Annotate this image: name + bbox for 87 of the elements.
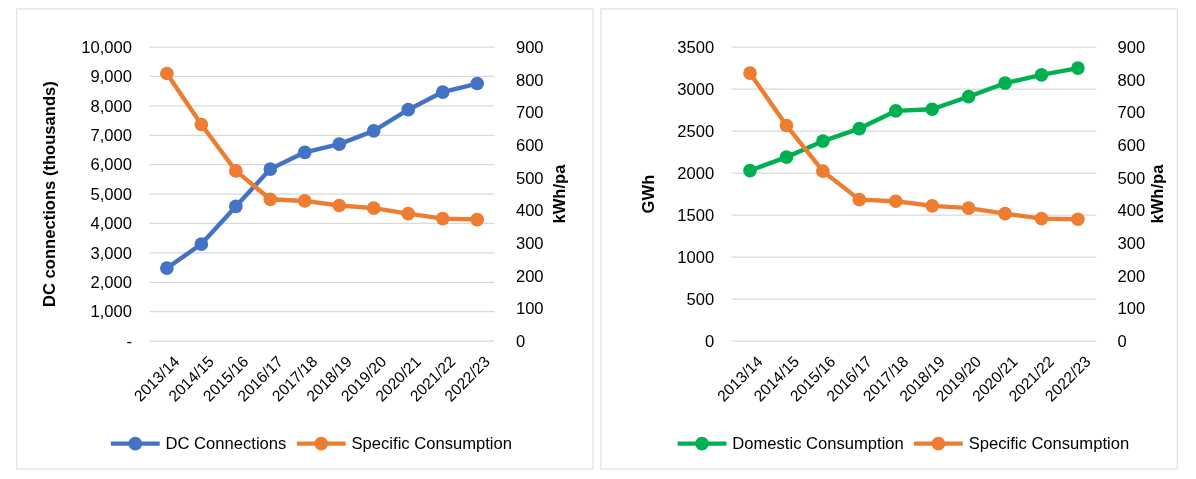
y-tick-label: 500: [686, 289, 715, 309]
y-tick-label: 3000: [677, 79, 715, 99]
y2-axis-title: kWh/pa: [549, 163, 569, 224]
point: [401, 102, 416, 117]
y2-tick-label: 500: [515, 168, 544, 188]
y-tick-label: 2,000: [90, 273, 133, 293]
point: [263, 192, 278, 207]
point: [779, 118, 794, 133]
point: [779, 150, 794, 164]
point: [888, 104, 903, 118]
y2-tick-label: 0: [515, 331, 526, 351]
legend-label: DC Connections: [165, 434, 287, 454]
y-tick-label: 3500: [677, 37, 715, 57]
y2-tick-label: 900: [1117, 37, 1146, 57]
point: [852, 121, 867, 136]
legend-label: Specific Consumption: [351, 434, 513, 454]
y2-tick-label: 0: [1117, 331, 1127, 351]
y2-tick-label: 500: [1117, 168, 1146, 188]
point: [160, 66, 174, 81]
legend-label: Domestic Consumption: [732, 434, 904, 454]
point: [297, 145, 312, 160]
y-tick-label: 8,000: [90, 96, 133, 116]
point: [888, 194, 903, 209]
y2-axis-title: kWh/pa: [1147, 163, 1167, 224]
y-tick-label: -: [126, 331, 133, 351]
y-tick-label: 4,000: [90, 214, 133, 234]
point: [1034, 67, 1049, 82]
y2-tick-label: 100: [1117, 299, 1146, 319]
point: [961, 201, 976, 215]
point: [925, 199, 940, 213]
y-tick-label: 5,000: [90, 184, 133, 204]
y2-tick-label: 600: [515, 135, 544, 155]
y2-tick-label: 900: [515, 37, 544, 57]
point: [194, 237, 209, 251]
point: [1071, 212, 1085, 227]
point: [332, 198, 347, 213]
y2-tick-label: 700: [515, 103, 544, 123]
point: [401, 206, 416, 221]
y-tick-label: 0: [704, 331, 715, 351]
point: [1071, 61, 1085, 75]
y2-tick-label: 700: [1117, 103, 1146, 123]
point: [228, 199, 243, 214]
point: [470, 76, 485, 91]
point: [816, 164, 830, 179]
point: [743, 66, 757, 81]
y2-tick-label: 400: [515, 201, 544, 221]
point: [435, 85, 450, 99]
y-axis-title: GWh: [638, 174, 658, 214]
y-axis-title: DC connections (thousands): [39, 81, 59, 308]
y-tick-label: 6,000: [90, 155, 133, 175]
point: [228, 164, 243, 178]
point: [332, 137, 347, 151]
y-tick-label: 7,000: [90, 126, 133, 146]
y2-tick-label: 600: [1117, 135, 1146, 155]
point: [961, 89, 976, 104]
y-tick-label: 2000: [677, 163, 715, 183]
y-tick-label: 2500: [677, 121, 715, 141]
point: [998, 76, 1012, 91]
y-tick-label: 1000: [677, 247, 715, 267]
point: [297, 194, 312, 208]
y-tick-label: 1500: [677, 205, 715, 225]
y-tick-label: 1,000: [90, 302, 133, 322]
point: [366, 124, 381, 138]
point: [160, 261, 174, 276]
point: [816, 134, 830, 148]
y2-tick-label: 300: [1117, 233, 1146, 253]
point: [470, 212, 485, 227]
y2-tick-label: 200: [515, 266, 544, 286]
point: [366, 201, 381, 215]
y2-tick-label: 100: [515, 299, 544, 319]
y2-tick-label: 300: [515, 233, 544, 253]
y-tick-label: 9,000: [90, 67, 133, 87]
point: [194, 117, 209, 132]
y-tick-label: 3,000: [90, 243, 133, 263]
point: [435, 211, 450, 226]
point: [852, 192, 867, 207]
point: [263, 162, 278, 176]
y2-tick-label: 800: [515, 70, 544, 90]
y-tick-label: 10,000: [81, 37, 133, 57]
y2-tick-label: 800: [1117, 70, 1146, 90]
point: [998, 206, 1012, 221]
y2-tick-label: 400: [1117, 201, 1146, 221]
point: [925, 102, 940, 117]
legend-label: Specific Consumption: [968, 434, 1130, 454]
point: [743, 163, 757, 178]
point: [1034, 211, 1049, 226]
y2-tick-label: 200: [1117, 266, 1146, 286]
